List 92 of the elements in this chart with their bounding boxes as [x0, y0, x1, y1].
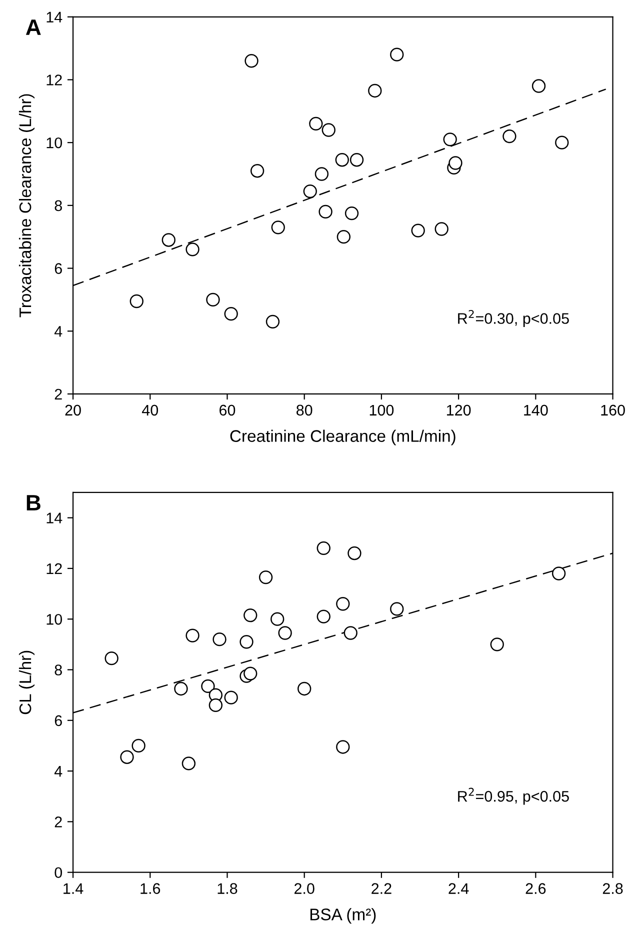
point [130, 294, 144, 308]
y-tick-label: 14 [46, 12, 62, 22]
y-tick-label: 2 [54, 388, 62, 400]
x-axis-title: Creatinine Clearance (mL/min) [230, 430, 456, 446]
point [368, 84, 382, 98]
point [201, 679, 215, 694]
chart-title: B [26, 495, 40, 510]
x-tick-label: 2.0 [294, 883, 314, 894]
point [336, 597, 350, 611]
point [120, 750, 134, 764]
point [443, 132, 457, 146]
x-tick-label: 2.6 [526, 883, 546, 894]
point [186, 242, 200, 256]
point [206, 292, 220, 307]
y-tick-label: 4 [54, 766, 62, 777]
y-tick-label: 6 [54, 715, 62, 726]
point [212, 632, 226, 646]
y-tick-label: 2 [54, 816, 62, 828]
y-tick-label: 4 [54, 326, 62, 337]
point [250, 164, 264, 178]
point [502, 129, 516, 144]
point [309, 116, 323, 131]
point [390, 602, 404, 616]
point [244, 54, 258, 68]
point [411, 224, 425, 238]
x-tick-label: 40 [142, 404, 158, 416]
point [278, 626, 292, 640]
point [104, 652, 118, 666]
point [240, 635, 254, 649]
x-tick-label: 140 [524, 404, 548, 416]
point [390, 48, 404, 62]
y-tick-label: 6 [54, 263, 62, 274]
point [350, 153, 364, 167]
y-tick-label: 10 [46, 614, 62, 625]
x-tick-label: 2.8 [602, 883, 623, 894]
point [182, 756, 196, 770]
y-tick-label: 8 [54, 664, 62, 676]
point [322, 123, 336, 137]
point [336, 230, 351, 244]
y-axis-title: Troxacitabine Clearance (L/hr) [18, 94, 34, 318]
y-tick-label: 14 [46, 512, 62, 524]
x-tick-label: 1.4 [64, 883, 84, 894]
x-tick-label: 100 [370, 404, 394, 416]
y-axis-title: CL (L/hr) [18, 650, 34, 714]
annotation: R$^{2}$=0.30, p<0.05 [458, 310, 569, 327]
point [490, 638, 504, 652]
y-tick-label: 10 [46, 137, 62, 148]
point [132, 738, 146, 753]
y-tick-label: 0 [54, 867, 62, 878]
y-tick-label: 12 [46, 563, 62, 574]
point [318, 204, 332, 219]
point [186, 628, 200, 642]
point [532, 79, 546, 93]
point [174, 682, 188, 696]
annotation: R$^{2}$=0.95, p<0.05 [458, 788, 569, 805]
point [224, 690, 238, 704]
x-tick-label: 2.4 [448, 883, 469, 894]
point [316, 541, 330, 556]
point [298, 682, 312, 696]
x-tick-label: 160 [601, 404, 625, 416]
point [244, 666, 258, 680]
point [316, 610, 330, 624]
point [344, 206, 359, 220]
point [266, 314, 280, 329]
x-tick-label: 1.8 [218, 883, 238, 894]
point [271, 220, 285, 234]
point [344, 626, 358, 640]
point [555, 136, 569, 150]
point [348, 546, 362, 560]
x-tick-label: 80 [296, 404, 312, 416]
x-tick-label: 20 [65, 404, 81, 416]
point [224, 306, 238, 321]
point [314, 167, 329, 181]
point [335, 153, 349, 167]
x-tick-label: 2.2 [372, 883, 392, 894]
point [448, 156, 462, 170]
x-tick-label: 120 [446, 404, 471, 416]
chart-title: A [26, 20, 41, 35]
point [303, 184, 317, 198]
point [258, 570, 273, 584]
point [270, 612, 284, 626]
x-tick-label: 1.6 [140, 883, 160, 894]
x-tick-label: 60 [220, 404, 236, 416]
point [336, 740, 350, 754]
point [552, 566, 566, 580]
point [434, 222, 448, 236]
x-axis-title: BSA (m²) [310, 908, 376, 924]
y-tick-label: 12 [46, 74, 62, 86]
point [244, 608, 258, 622]
point [162, 233, 176, 247]
point [208, 698, 223, 712]
y-tick-label: 8 [54, 200, 62, 212]
